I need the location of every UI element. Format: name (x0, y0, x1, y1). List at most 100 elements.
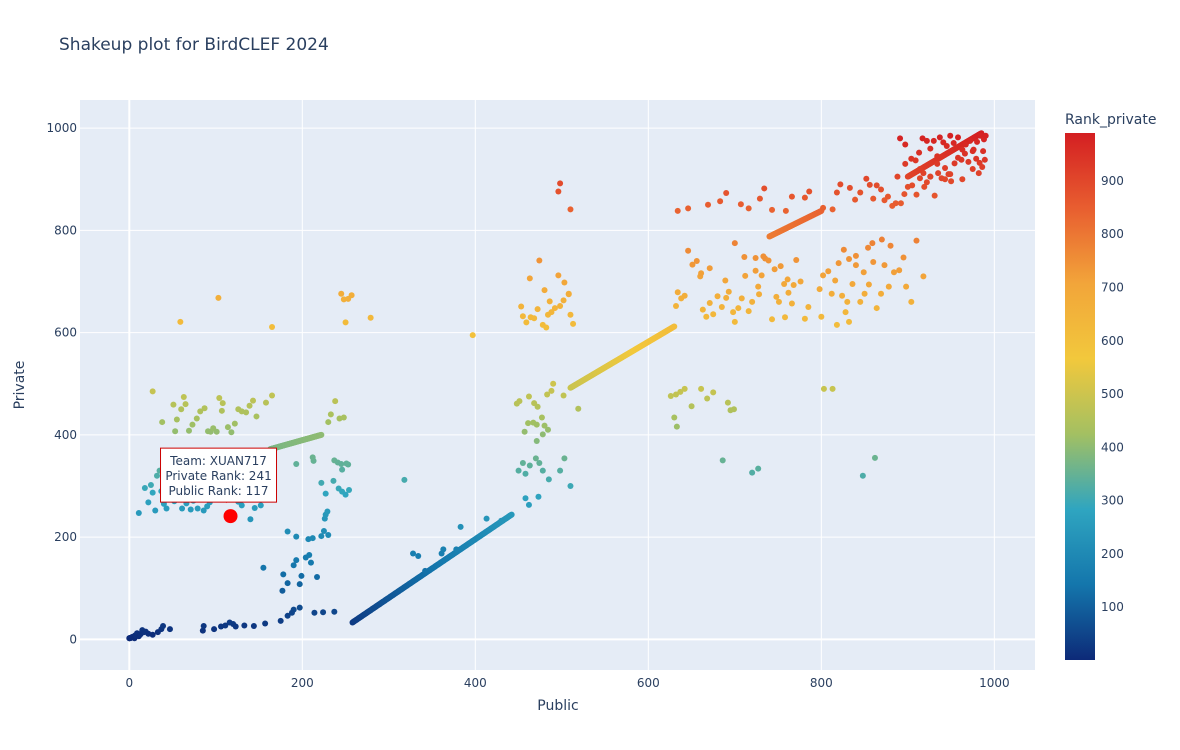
data-point (567, 311, 574, 318)
data-point (536, 459, 543, 466)
data-point (522, 495, 529, 502)
data-point (885, 283, 892, 290)
data-point (152, 507, 159, 514)
data-point (846, 184, 853, 191)
data-point (539, 467, 546, 474)
data-point (852, 262, 859, 269)
data-point (901, 191, 908, 198)
x-tick-label: 1000 (979, 676, 1010, 690)
data-point (722, 277, 729, 284)
data-point (673, 391, 680, 398)
data-point (788, 300, 795, 307)
data-point (900, 254, 907, 261)
data-point (769, 206, 776, 213)
data-point (215, 294, 222, 301)
data-point (840, 246, 847, 253)
data-point (193, 415, 200, 422)
data-point (923, 137, 930, 144)
data-point (825, 268, 832, 275)
data-point (873, 182, 880, 189)
highlight-point[interactable] (223, 509, 238, 524)
data-point (544, 426, 551, 433)
data-point (741, 253, 748, 260)
data-point (257, 502, 264, 509)
data-point (688, 403, 695, 410)
data-point (141, 485, 148, 492)
colorbar (1065, 133, 1095, 660)
data-point (913, 237, 920, 244)
data-point (755, 465, 762, 472)
data-point (548, 387, 555, 394)
data-point (738, 295, 745, 302)
data-point (860, 269, 867, 276)
data-point (725, 288, 732, 295)
colorbar-tick-label: 200 (1101, 547, 1124, 561)
x-axis-ticks: 0 200 400 600 800 1000 (125, 676, 1009, 690)
data-point (565, 291, 572, 298)
data-point (298, 572, 305, 579)
data-point (681, 385, 688, 392)
data-point (523, 319, 530, 326)
data-point (752, 267, 759, 274)
annotation-line: Public Rank: 117 (168, 484, 268, 498)
data-point (801, 315, 808, 322)
data-point (197, 408, 204, 415)
colorbar-tick-label: 300 (1101, 494, 1124, 508)
data-point (332, 398, 339, 405)
data-point (318, 479, 325, 486)
data-point (681, 292, 688, 299)
x-tick-label: 600 (637, 676, 660, 690)
data-point (338, 290, 345, 297)
data-point (216, 395, 223, 402)
data-point (457, 523, 464, 530)
data-point (797, 278, 804, 285)
data-point (975, 170, 982, 177)
data-point (704, 395, 711, 402)
data-point (238, 502, 245, 509)
data-point (908, 298, 915, 305)
data-point (706, 265, 713, 272)
data-point (521, 428, 528, 435)
data-point (897, 135, 904, 142)
data-point (745, 205, 752, 212)
data-point (135, 510, 142, 517)
colorbar-tick-label: 100 (1101, 600, 1124, 614)
data-point (231, 420, 238, 427)
data-point (870, 195, 877, 202)
data-point (705, 201, 712, 208)
data-point (951, 160, 958, 167)
y-tick-label: 0 (69, 632, 77, 646)
data-point (178, 406, 185, 413)
data-point (241, 622, 248, 629)
data-point (698, 385, 705, 392)
data-point (942, 176, 949, 183)
data-point (535, 493, 542, 500)
data-point (324, 508, 331, 515)
data-point (723, 190, 730, 197)
data-point (674, 289, 681, 296)
data-point (293, 557, 300, 564)
data-point (706, 299, 713, 306)
data-point (213, 428, 220, 435)
diagonal-point (671, 323, 678, 330)
data-point (539, 321, 546, 328)
data-point (260, 564, 267, 571)
data-point (927, 145, 934, 152)
data-point (415, 553, 422, 559)
data-point (896, 267, 903, 274)
data-point (483, 515, 490, 522)
data-point (973, 155, 980, 162)
data-point (902, 160, 909, 167)
data-point (771, 266, 778, 273)
x-tick-label: 400 (464, 676, 487, 690)
data-point (852, 252, 859, 259)
colorbar-tick-label: 500 (1101, 387, 1124, 401)
x-tick-label: 0 (125, 676, 133, 690)
data-point (548, 309, 555, 316)
data-point (930, 137, 937, 144)
colorbar-ticks: 100 200 300 400 500 600 700 800 900 (1101, 174, 1124, 614)
data-point (367, 314, 374, 321)
data-point (703, 313, 710, 320)
data-point (348, 292, 355, 299)
